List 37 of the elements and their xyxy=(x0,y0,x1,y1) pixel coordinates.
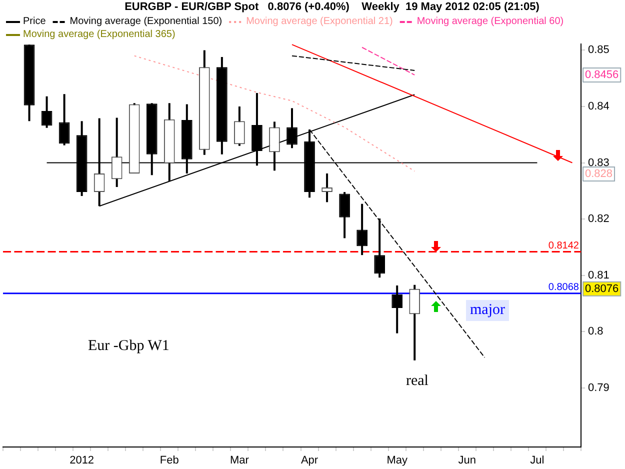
candlestick xyxy=(58,93,70,146)
candlestick xyxy=(409,284,420,362)
candlestick xyxy=(374,217,386,279)
candlestick xyxy=(356,202,368,256)
legend-label: Moving average (Exponential 365) xyxy=(23,28,176,40)
y-tick-label: 0.81 xyxy=(588,269,610,282)
y-tick-label: 0.82 xyxy=(588,213,610,226)
annotation: 0.8076 xyxy=(585,282,619,295)
x-tick-label: Jun xyxy=(458,454,476,467)
candlestick xyxy=(234,105,245,147)
legend-label: Moving average (Exponential 60) xyxy=(416,16,564,27)
candlestick xyxy=(339,191,350,240)
line-series xyxy=(134,55,416,172)
x-tick-label: Feb xyxy=(160,454,179,467)
legend-label: Moving average (Exponential 150) xyxy=(70,16,222,27)
legend-label: Price xyxy=(23,16,46,27)
y-tick-label: 0.79 xyxy=(588,382,610,394)
y-tick-label: 0.83 xyxy=(588,156,610,169)
x-tick-label: Apr xyxy=(300,454,318,467)
y-tick-label: 0.84 xyxy=(588,100,610,113)
y-tick-label: 0.85 xyxy=(588,44,610,56)
x-tick-label: May xyxy=(386,454,408,467)
annotation: Eur -Gbp W1 xyxy=(88,338,170,354)
ref-line-label: 0.8068 xyxy=(548,282,580,294)
annotation: 0.828 xyxy=(585,168,613,180)
ref-line-label: 0.8142 xyxy=(548,240,580,252)
candlestick xyxy=(392,284,403,334)
x-tick-label: Jul xyxy=(530,454,544,467)
candlestick xyxy=(322,172,332,204)
x-tick-label: 2012 xyxy=(70,454,94,467)
y-tick-label: 0.8 xyxy=(588,326,604,338)
annotation: real xyxy=(406,372,428,389)
annotation: major xyxy=(470,302,505,318)
x-tick-label: Mar xyxy=(230,454,250,467)
chart-title: EURGBP - EUR/GBP Spot 0.8076 (+0.40%) Weekly 19 May 2012 02:05 (21:05) xyxy=(124,1,540,14)
annotation: 0.8456 xyxy=(585,68,619,81)
legend-label: Moving average (Exponential 21) xyxy=(246,16,393,27)
